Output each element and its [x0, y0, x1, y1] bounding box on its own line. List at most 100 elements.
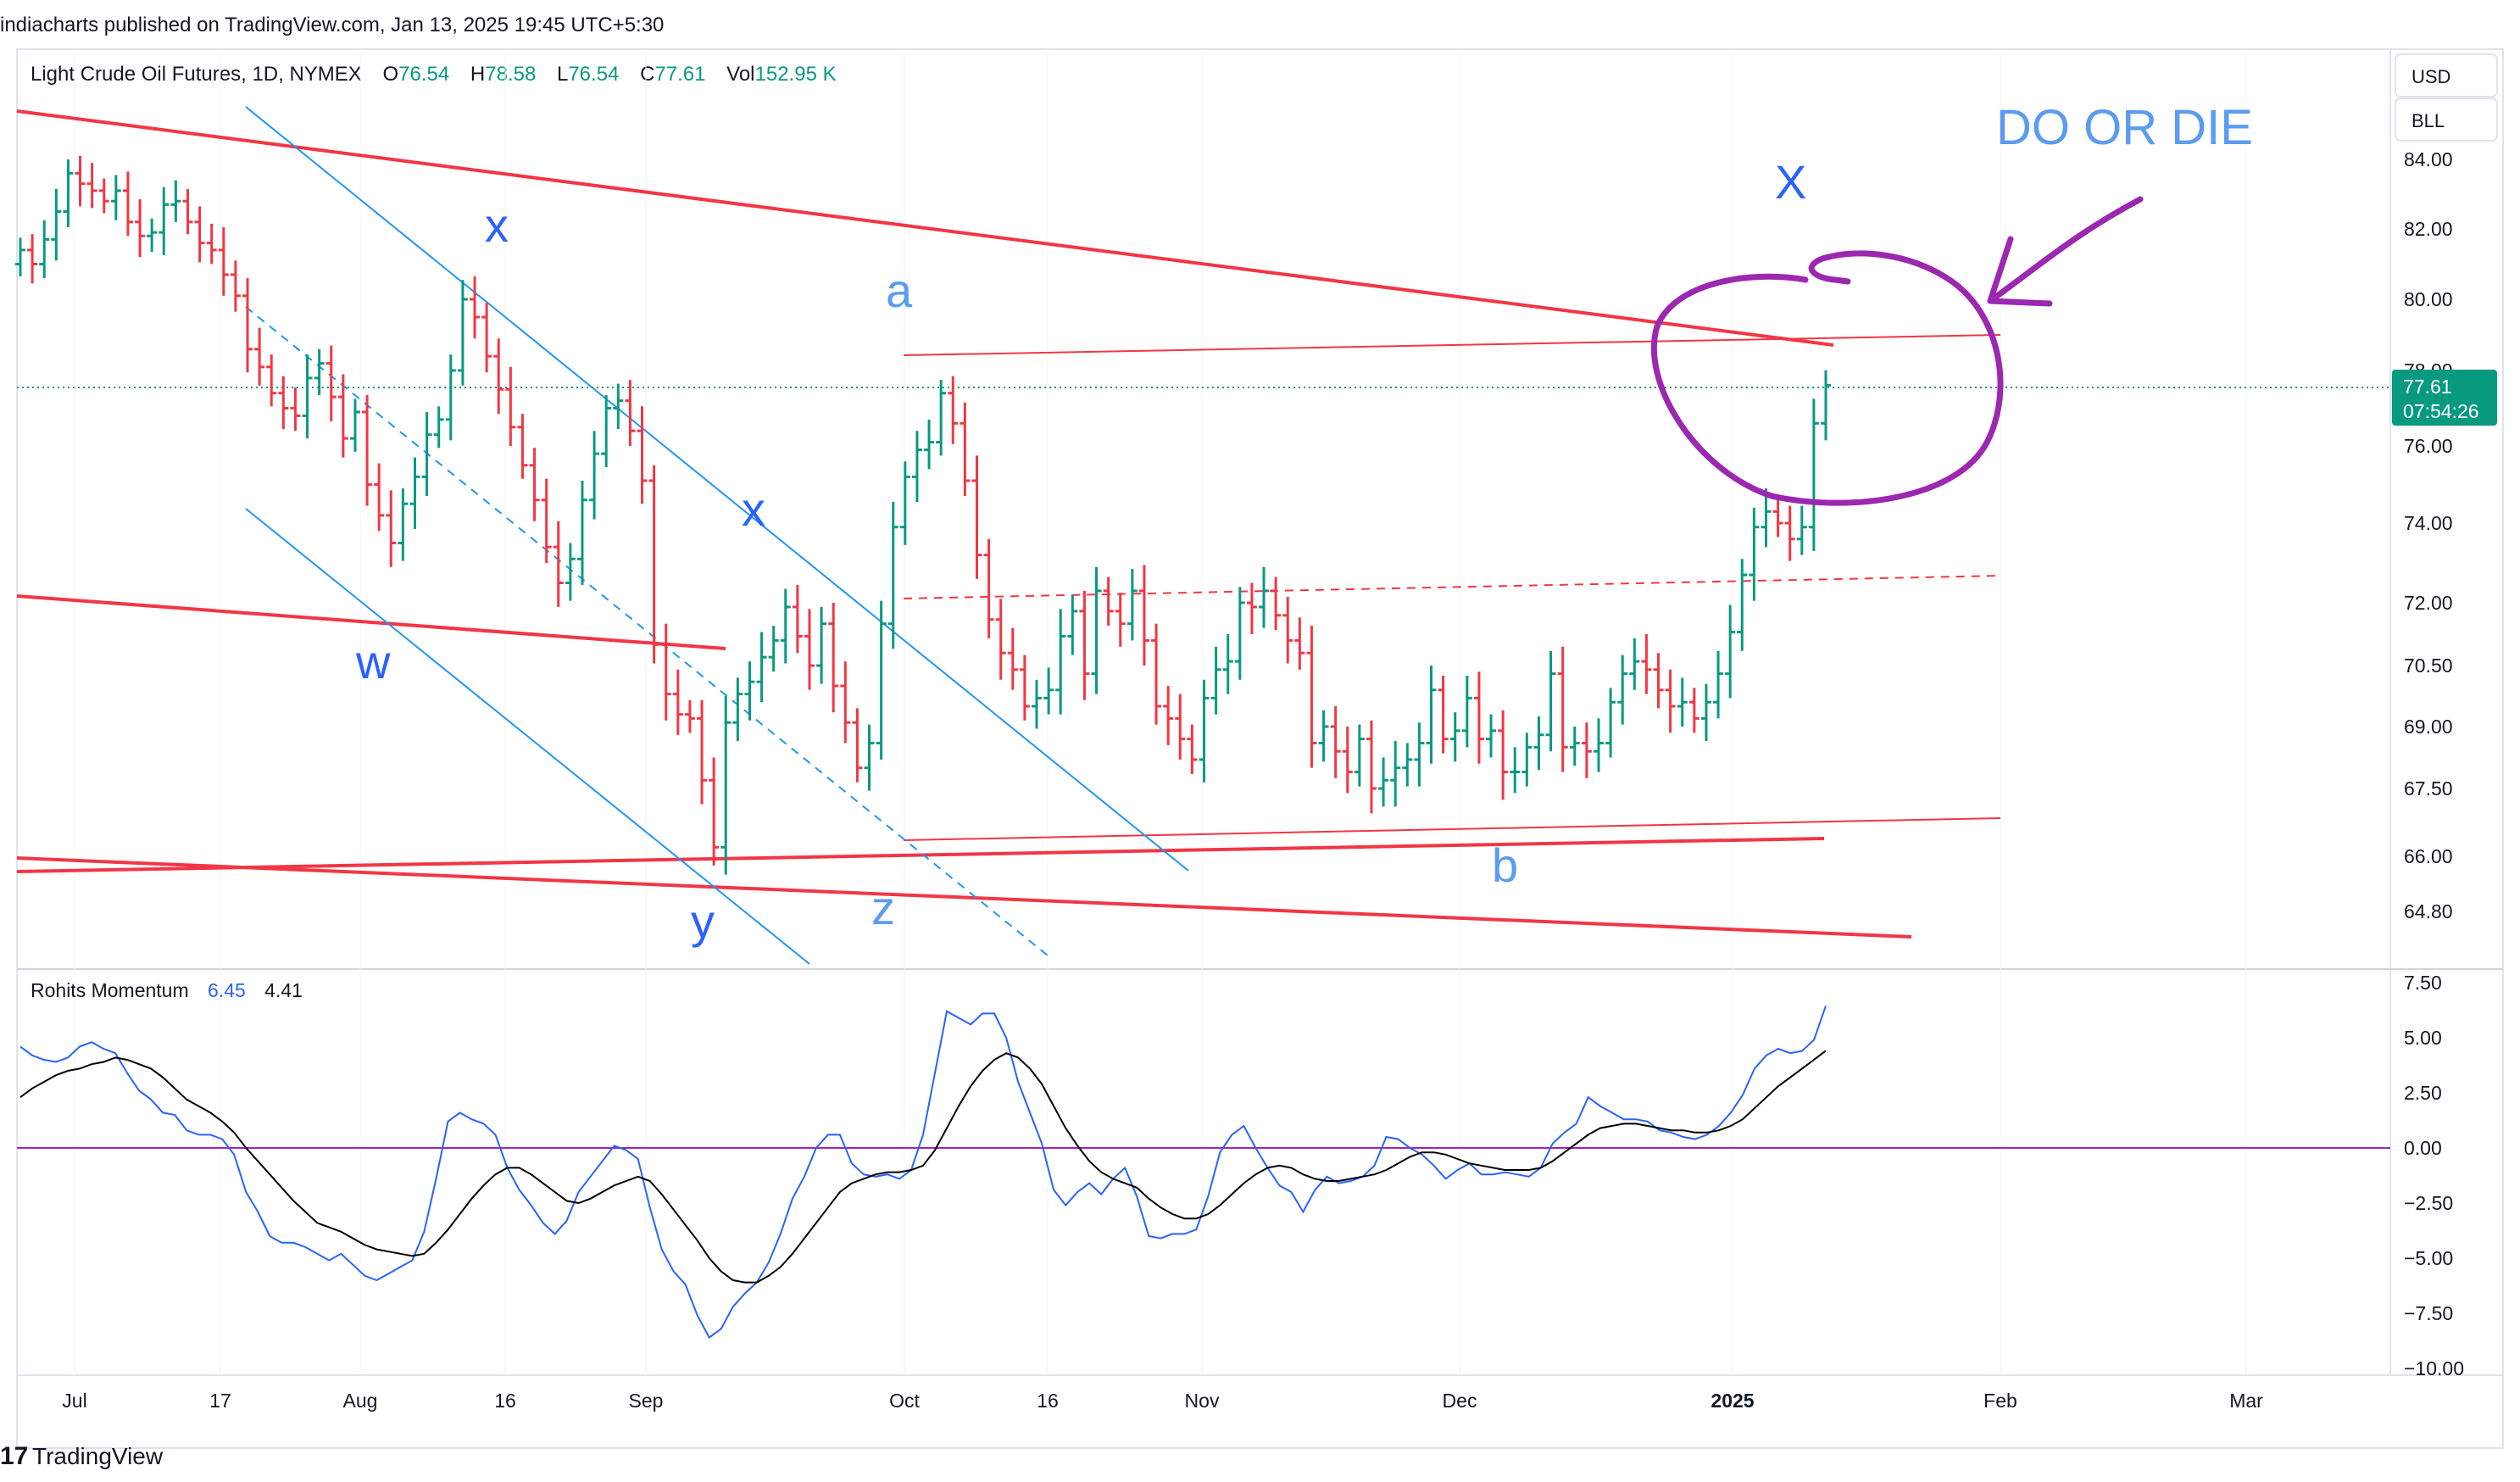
price-bar: [1115, 593, 1126, 647]
price-bar: [1342, 727, 1353, 794]
published-line: indiacharts published on TradingView.com…: [0, 14, 664, 36]
last-price-tag: 77.61 07:54:26: [2392, 370, 2497, 426]
price-bar: [98, 178, 109, 214]
marker-circle: [1650, 250, 2004, 506]
price-bar: [637, 406, 648, 504]
price-bar: [1521, 733, 1533, 787]
time-tick-label: Nov: [1185, 1390, 1220, 1412]
price-bar: [254, 327, 265, 386]
price-bar: [995, 599, 1006, 680]
price-bar: [63, 159, 74, 227]
price-bar: [1581, 722, 1592, 778]
price-bar: [1175, 694, 1186, 760]
price-bar: [768, 626, 779, 672]
last-price-countdown: 07:54:26: [2403, 400, 2479, 422]
currency-button[interactable]: USD: [2395, 53, 2498, 98]
legend-high-value: 78.58: [485, 63, 536, 86]
price-axis-ticks: 84.0082.0080.0078.0076.0074.0072.0070.50…: [2404, 148, 2453, 922]
unit-label: BLL: [2412, 110, 2445, 131]
price-bar: [1354, 724, 1365, 787]
price-bar: [1713, 650, 1724, 719]
price-bar: [948, 376, 959, 444]
legend-symbol: Light Crude Oil Futures, 1D, NYMEX: [31, 63, 362, 86]
momentum-tick-label: −2.50: [2404, 1192, 2453, 1214]
price-tick-label: 82.00: [2404, 218, 2453, 240]
price-bar: [182, 188, 193, 235]
price-tick-label: 80.00: [2404, 288, 2453, 310]
price-bar: [337, 374, 348, 458]
momentum-tick-label: −5.00: [2404, 1247, 2453, 1269]
price-bar: [1772, 498, 1783, 538]
price-bar: [1605, 688, 1616, 758]
momentum-tick-label: 5.00: [2404, 1027, 2442, 1049]
price-bar: [1019, 655, 1030, 721]
price-bar: [122, 171, 133, 237]
price-bar: [876, 600, 887, 760]
channel-lower-line: [245, 508, 810, 965]
price-bar: [1259, 566, 1270, 628]
wave-label-z: z: [871, 881, 895, 934]
price-bar: [1390, 741, 1401, 807]
indicator-value-1: 6.45: [208, 979, 246, 1001]
price-tick-label: 64.80: [2404, 900, 2453, 922]
indicator-value-2: 4.41: [264, 979, 303, 1001]
wave-label-y: y: [691, 894, 715, 948]
legend-open-value: 76.54: [398, 63, 449, 86]
time-tick-label: 16: [494, 1390, 516, 1412]
price-bar: [433, 406, 444, 448]
price-bar: [1007, 627, 1018, 690]
last-price-value: 77.61: [2403, 376, 2452, 398]
price-bar: [1486, 714, 1497, 758]
price-bar: [1246, 582, 1257, 634]
price-bar: [1151, 623, 1162, 725]
time-axis-ticks: Jul 17 Aug 16 Sep Oct 16 Nov Dec 2025 Feb Mar: [62, 49, 2263, 1412]
price-bar: [1079, 590, 1090, 700]
price-bar: [1569, 727, 1580, 766]
price-bar: [1103, 577, 1114, 627]
time-tick-label: Sep: [629, 1390, 664, 1412]
legend-open-label: O: [382, 63, 398, 86]
mid-left-trendline: [16, 594, 726, 650]
price-bar: [1821, 370, 1831, 441]
price-bar: [887, 501, 898, 649]
legend-close-label: C: [640, 63, 654, 86]
price-bar: [1700, 683, 1711, 742]
price-bar: [1055, 609, 1066, 715]
price-bar: [971, 455, 982, 579]
wave-label-a: a: [886, 264, 913, 317]
momentum-tick-label: 2.50: [2404, 1082, 2442, 1104]
price-bar: [75, 155, 86, 207]
legend-line: Light Crude Oil Futures, 1D, NYMEX O76.5…: [31, 63, 837, 86]
price-bar: [15, 237, 25, 277]
price-bar: [1138, 565, 1149, 666]
price-tick-label: 67.50: [2404, 777, 2453, 800]
price-bar: [852, 708, 863, 783]
price-tick-label: 70.50: [2404, 655, 2453, 677]
range-top-line: [903, 334, 2001, 356]
legend-low-label: L: [557, 63, 568, 86]
price-bar: [27, 234, 38, 284]
price-bar: [218, 226, 229, 296]
price-bar: [374, 463, 385, 532]
price-bar: [924, 419, 935, 470]
wave-labels: X a b w x x y z DO OR DIE: [355, 100, 2253, 948]
indicator-name: Rohits Momentum: [31, 979, 189, 1001]
momentum-tick-label: 7.50: [2404, 972, 2442, 994]
unit-button[interactable]: BLL: [2395, 98, 2498, 142]
price-tick-label: 72.00: [2404, 592, 2453, 614]
price-bar: [911, 431, 922, 502]
price-bar: [1557, 646, 1568, 772]
price-bar: [899, 461, 910, 545]
price-tick-label: 69.00: [2404, 716, 2453, 738]
price-bar: [840, 661, 851, 744]
price-tick-label: 66.00: [2404, 845, 2453, 867]
price-bar: [1330, 706, 1341, 778]
price-bar: [1808, 398, 1819, 551]
price-bar: [314, 348, 325, 395]
tradingview-logo: 17 TradingView: [0, 1442, 164, 1470]
tradingview-brand: TradingView: [32, 1443, 164, 1469]
price-bar: [242, 278, 253, 373]
price-bar: [1533, 716, 1544, 771]
signal-line: [19, 1050, 1827, 1284]
do-or-die-label: DO OR DIE: [1996, 100, 2253, 155]
